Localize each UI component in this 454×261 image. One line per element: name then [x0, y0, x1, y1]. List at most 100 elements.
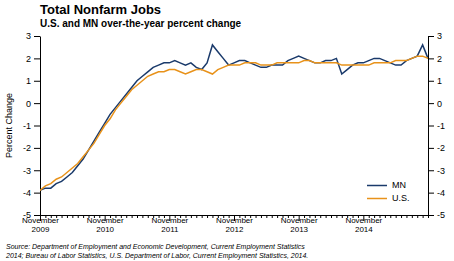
x-tick — [132, 215, 133, 218]
x-tick-label: November2014 — [345, 216, 382, 234]
y-tick: 0 — [26, 99, 40, 109]
y2-tick: -4 — [428, 188, 445, 198]
x-tick-mark — [417, 215, 418, 218]
x-tick — [115, 215, 116, 218]
source-note-line: 2014; Bureau of Labor Statistics, U.S. D… — [5, 252, 308, 260]
x-tick-mark — [186, 215, 187, 218]
y-tick: -1 — [23, 121, 40, 131]
y2-tick-label: 0 — [437, 99, 442, 109]
x-tick: November2011 — [151, 215, 188, 234]
y2-tick: -3 — [428, 166, 445, 176]
y-tick: 2 — [26, 54, 40, 64]
x-tick-mark — [239, 215, 240, 218]
x-axis: November2009November2010November2011Nove… — [22, 215, 428, 234]
x-tick-mark — [277, 215, 278, 218]
y2-tick: 1 — [428, 76, 442, 86]
series-line — [40, 45, 428, 190]
x-tick-mark — [175, 215, 176, 218]
x-tick-label-line: November — [87, 216, 124, 225]
x-tick — [256, 215, 257, 218]
x-tick-mark — [315, 215, 316, 218]
x-tick — [175, 215, 176, 218]
x-tick-label: November2010 — [87, 216, 124, 234]
x-tick-mark — [396, 215, 397, 218]
y2-tick: -1 — [428, 121, 445, 131]
x-tick-label-line: 2013 — [290, 225, 308, 234]
x-tick-mark — [374, 215, 375, 218]
y-tick-label: -4 — [23, 188, 31, 198]
x-tick — [250, 215, 251, 218]
x-tick — [385, 215, 386, 218]
y2-tick-label: -3 — [437, 166, 445, 176]
source-note-line: Source: Department of Employment and Eco… — [6, 243, 305, 251]
y-axis-label: Percent Change — [4, 93, 14, 158]
x-tick-mark — [137, 215, 138, 218]
x-tick: November2013 — [281, 215, 318, 234]
x-tick-label: November2013 — [281, 216, 318, 234]
y-tick-label: -5 — [23, 210, 31, 220]
x-tick — [142, 215, 143, 218]
y2-tick-mark — [428, 193, 434, 194]
x-tick-label-line: November — [216, 216, 253, 225]
x-tick — [212, 215, 213, 218]
y-tick: -5 — [23, 210, 40, 220]
x-tick-mark — [142, 215, 143, 218]
x-tick-mark — [423, 215, 424, 218]
x-tick-mark — [320, 215, 321, 218]
y2-tick-mark — [428, 126, 434, 127]
x-tick — [180, 215, 181, 218]
x-tick — [412, 215, 413, 218]
x-tick-mark — [180, 215, 181, 218]
chart: Total Nonfarm JobsU.S. and MN over-the-y… — [0, 0, 454, 261]
x-tick-mark — [331, 215, 332, 218]
x-tick — [148, 215, 149, 218]
legend-label: U.S. — [392, 193, 410, 203]
y2-tick: -5 — [428, 210, 445, 220]
x-tick-mark — [342, 215, 343, 218]
x-tick — [239, 215, 240, 218]
x-tick — [406, 215, 407, 218]
y2-tick: -2 — [428, 143, 445, 153]
x-tick — [272, 215, 273, 218]
x-tick-mark — [261, 215, 262, 218]
x-tick-mark — [250, 215, 251, 218]
x-tick — [245, 215, 246, 218]
y-tick: 3 — [26, 31, 40, 41]
x-tick-mark — [148, 215, 149, 218]
x-tick-mark — [45, 215, 46, 218]
x-tick — [309, 215, 310, 218]
y-tick: -3 — [23, 166, 40, 176]
y2-tick-mark — [428, 103, 434, 104]
x-tick-mark — [72, 215, 73, 218]
x-tick-mark — [304, 215, 305, 218]
x-tick-mark — [126, 215, 127, 218]
y2-tick: 0 — [428, 99, 442, 109]
x-tick — [45, 215, 46, 218]
x-tick — [126, 215, 127, 218]
x-tick-mark — [266, 215, 267, 218]
y2-tick-mark — [428, 58, 434, 59]
y-tick-label: -1 — [23, 121, 31, 131]
legend: MNU.S. — [362, 175, 420, 209]
x-tick: November2014 — [345, 215, 382, 234]
x-tick-mark — [212, 215, 213, 218]
x-tick-mark — [369, 215, 370, 218]
x-tick-label-line: November — [345, 216, 382, 225]
x-tick-mark — [121, 215, 122, 218]
y2-tick-mark — [428, 148, 434, 149]
y-tick-mark — [34, 126, 40, 127]
x-tick — [277, 215, 278, 218]
x-tick-mark — [115, 215, 116, 218]
y2-tick-label: 3 — [437, 31, 442, 41]
y2-tick-label: -1 — [437, 121, 445, 131]
legend-swatch — [367, 198, 387, 200]
x-tick-label-line: 2012 — [226, 225, 244, 234]
x-tick — [331, 215, 332, 218]
x-tick-mark — [67, 215, 68, 218]
x-tick-mark — [412, 215, 413, 218]
x-tick — [121, 215, 122, 218]
x-tick-label-line: November — [151, 216, 188, 225]
x-tick-mark — [309, 215, 310, 218]
y-tick-mark — [34, 36, 40, 37]
x-tick-label: November2011 — [151, 216, 188, 234]
